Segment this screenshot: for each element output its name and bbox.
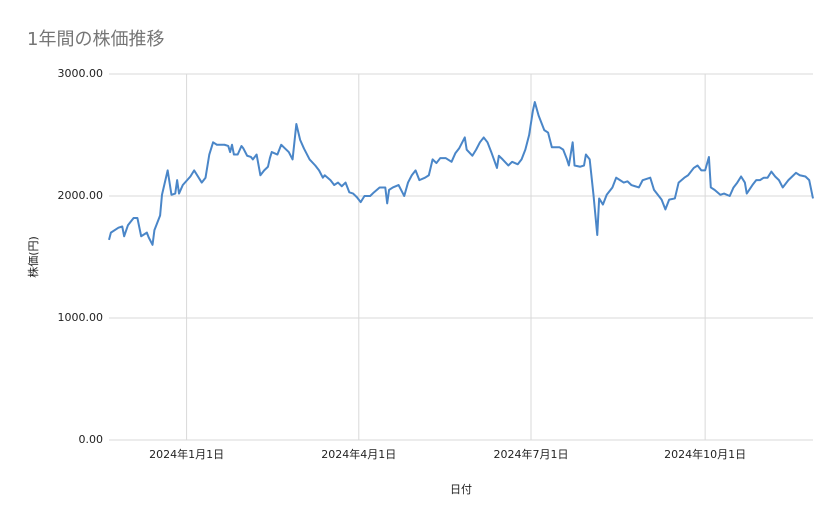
price-line [108,101,814,246]
x-tick-label: 2024年4月1日 [321,447,396,461]
y-tick-label: 2000.00 [58,189,104,202]
y-axis-label: 株価(円) [26,236,40,278]
x-tick-label: 2024年7月1日 [494,447,569,461]
y-tick-label: 3000.00 [58,67,104,80]
x-tick-label: 2024年1月1日 [149,447,224,461]
y-tick-label: 1000.00 [58,311,104,324]
chart-title: 1年間の株価推移 [27,29,164,50]
x-axis-label: 日付 [450,483,472,496]
x-tick-label: 2024年10月1日 [664,447,746,461]
y-tick-label: 0.00 [79,433,104,446]
